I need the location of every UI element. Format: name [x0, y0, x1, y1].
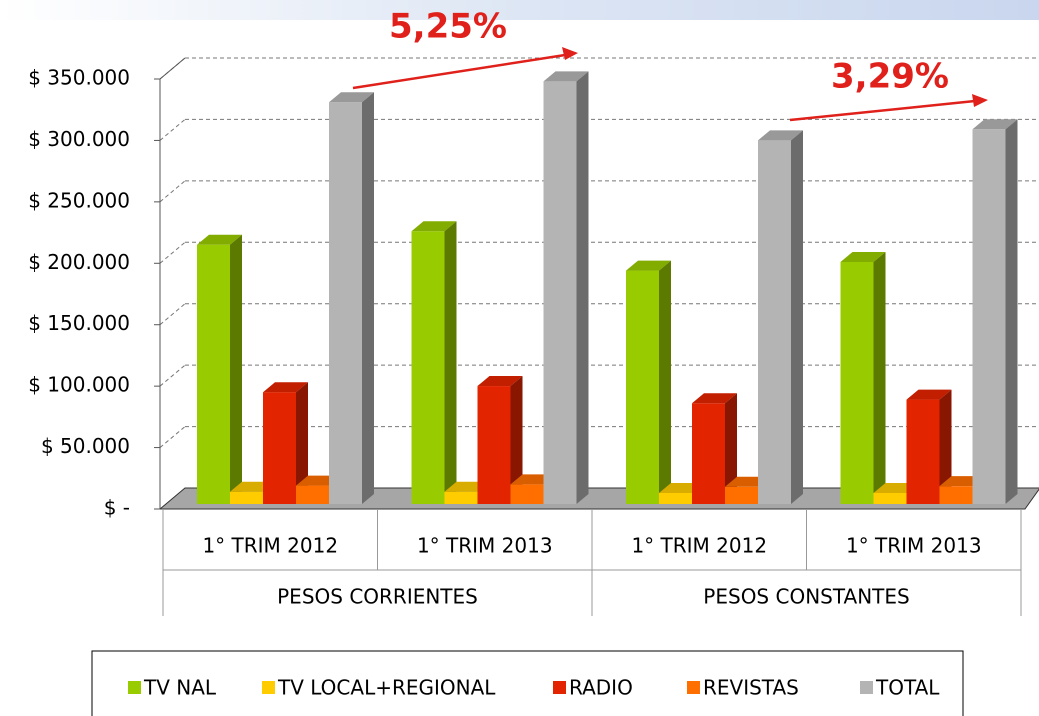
y-tick-label: $ 200.000	[28, 250, 130, 274]
arrow	[352, 53, 566, 90]
bar-top	[411, 221, 457, 232]
bar-top	[263, 382, 308, 393]
annotation: 5,25%	[389, 7, 507, 47]
bar-top	[543, 71, 589, 82]
legend-label: TOTAL	[875, 676, 940, 700]
y-tick-label: $ 300.000	[28, 127, 130, 151]
bar	[329, 92, 374, 504]
grid-line	[159, 303, 186, 326]
bar-top	[477, 376, 523, 387]
bar-side	[510, 376, 523, 504]
grid-line	[159, 180, 186, 203]
bar-top	[840, 251, 886, 262]
x-tick-label: 1° TRIM 2012	[202, 534, 338, 558]
bar-top	[626, 260, 671, 271]
bar	[543, 71, 589, 504]
bar	[477, 376, 523, 504]
bar-front	[444, 491, 478, 504]
bar-front	[972, 129, 1006, 505]
bar-top	[329, 92, 374, 103]
bar	[197, 234, 242, 504]
bar-front	[840, 261, 874, 504]
group-label: PESOS CORRIENTES	[277, 585, 478, 609]
y-axis-back	[159, 57, 186, 80]
bar	[692, 393, 737, 504]
bar	[626, 260, 671, 504]
bar-front	[543, 81, 577, 504]
legend-swatch	[262, 681, 275, 694]
bar	[840, 251, 886, 504]
arrow-head	[562, 47, 578, 60]
legend-box	[91, 650, 964, 716]
bar-front	[758, 140, 791, 505]
y-tick-label: $ 250.000	[28, 188, 130, 212]
bar-front	[725, 486, 758, 504]
legend-swatch	[687, 681, 700, 694]
x-tick-label: 1° TRIM 2013	[846, 534, 982, 558]
bar-front	[906, 399, 940, 504]
bar-front	[626, 270, 659, 504]
bar	[263, 382, 308, 504]
grid-line	[159, 364, 186, 387]
grid-line	[159, 426, 186, 448]
group-label: PESOS CONSTANTES	[703, 585, 909, 609]
y-tick-label: $ 350.000	[28, 66, 130, 90]
bar-side	[725, 393, 737, 504]
plot: $ - $ 50.000 $ 100.000 $ 150.000 $ 200.000 $ …	[28, 57, 1039, 616]
bar-front	[873, 492, 907, 504]
floor	[158, 487, 1039, 510]
bar	[972, 119, 1018, 505]
legend-swatch	[553, 681, 566, 694]
x-tick-label: 1° TRIM 2012	[631, 534, 767, 558]
legend-swatch	[128, 681, 141, 694]
bar	[758, 130, 803, 505]
y-tick-label: $ -	[104, 496, 130, 520]
y-tick-label: $ 50.000	[41, 434, 130, 458]
bar-side	[576, 71, 589, 504]
bar-front	[197, 244, 230, 504]
arrow-head	[972, 94, 988, 107]
bar-side	[1005, 119, 1018, 505]
bar-top	[197, 234, 242, 245]
bar-top	[692, 393, 737, 404]
bar-top	[758, 130, 803, 141]
bar-front	[329, 102, 362, 504]
bar-front	[411, 231, 445, 504]
y-tick-label: $ 150.000	[28, 311, 130, 335]
bar-side	[444, 221, 457, 504]
bar-top	[906, 389, 952, 400]
legend-label: TV NAL	[143, 676, 217, 700]
legend-label: REVISTAS	[703, 676, 799, 700]
x-tick-label: 1° TRIM 2013	[417, 534, 553, 558]
bar-front	[939, 486, 973, 504]
grid-line	[159, 241, 186, 264]
y-tick-label: $ 100.000	[28, 373, 130, 397]
annotation: 3,29%	[831, 57, 949, 97]
bar-front	[510, 484, 544, 504]
bar-side	[230, 234, 242, 504]
grid-line	[159, 119, 186, 141]
bar-side	[791, 130, 803, 505]
bar	[411, 221, 457, 504]
bar-side	[362, 92, 374, 504]
bar-front	[296, 485, 329, 504]
bar-front	[477, 386, 511, 504]
bar-side	[296, 382, 308, 504]
arrow	[789, 99, 976, 122]
legend-label: TV LOCAL+REGIONAL	[277, 676, 496, 700]
bar-front	[692, 403, 725, 504]
legend-swatch	[860, 681, 873, 694]
bar-front	[263, 392, 296, 504]
legend-label: RADIO	[569, 676, 633, 700]
header-band	[0, 0, 1039, 20]
bar-front	[230, 491, 263, 504]
bar-side	[873, 251, 886, 504]
bar-top	[972, 119, 1018, 130]
bar-side	[659, 260, 671, 504]
bar-front	[659, 492, 692, 504]
bar	[906, 389, 952, 504]
bar-side	[939, 389, 952, 504]
